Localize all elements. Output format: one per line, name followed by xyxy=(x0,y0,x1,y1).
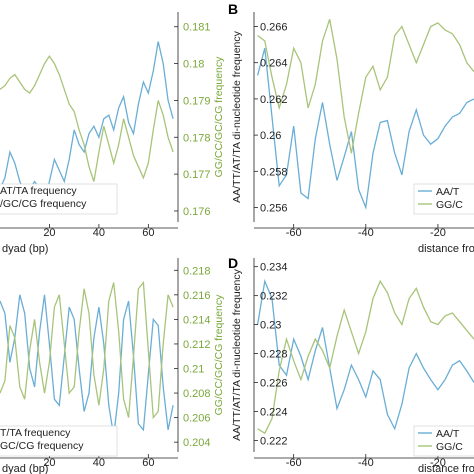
x-axis-label: dyad (bp) xyxy=(2,243,48,255)
legend-box xyxy=(0,183,118,215)
y-right-tick-label: 0.218 xyxy=(183,265,211,277)
series-line-blue xyxy=(0,41,174,207)
y-left-tick-label: 0.262 xyxy=(260,94,288,106)
y-left-tick-label: 0.264 xyxy=(260,58,288,70)
y-right-tick-label: 0.206 xyxy=(183,413,211,425)
x-tick-label: -40 xyxy=(358,457,374,469)
y-right-tick-label: 0.208 xyxy=(183,388,211,400)
y-left-axis-label: AA/TT/AT/TA di-nucleotide frequency xyxy=(231,268,243,441)
y-right-axis-label: GG/CC/GC/CG frequency xyxy=(213,56,225,178)
y-right-tick-label: 0.212 xyxy=(183,339,211,351)
y-right-tick-label: 0.214 xyxy=(183,314,211,326)
x-axis-label: dyad (bp) xyxy=(2,463,48,474)
x-tick-label: -40 xyxy=(358,227,374,239)
panel-label: D xyxy=(228,255,238,271)
panel-C: 20 40 60 dyad (bp) 0.204 0.206 0.208 0.21 0.212 0… xyxy=(0,258,225,474)
y-left-tick-label: 0.256 xyxy=(260,203,288,215)
legend-box xyxy=(413,183,474,215)
series-line-blue xyxy=(256,48,474,211)
y-right-tick-label: 0.204 xyxy=(183,437,211,449)
x-tick-label: -60 xyxy=(286,457,302,469)
y-right-tick-label: 0.176 xyxy=(183,206,211,218)
series-line-green xyxy=(0,55,174,182)
legend-entry: GG/C xyxy=(436,441,463,453)
y-left-tick-label: 0.26 xyxy=(260,130,281,142)
y-left-tick-label: 0.228 xyxy=(260,349,288,361)
legend-box xyxy=(0,425,118,457)
series-line-green xyxy=(257,18,474,154)
x-axis-label: distance fro xyxy=(418,243,474,255)
legend-entry: T/TA frequency xyxy=(0,427,71,439)
y-left-tick-label: 0.23 xyxy=(260,320,281,332)
x-tick-label: 40 xyxy=(93,457,105,469)
panel-label: B xyxy=(228,1,238,17)
panel-A: 20 40 60 dyad (bp) 0.176 0.177 0.178 0.179 0.18 0… xyxy=(0,12,225,255)
legend-box xyxy=(413,425,474,457)
x-tick-label: 40 xyxy=(93,227,105,239)
series-line-blue xyxy=(0,294,174,437)
y-left-tick-label: 0.266 xyxy=(260,21,288,33)
y-right-tick-label: 0.21 xyxy=(183,364,204,376)
y-left-tick-label: 0.234 xyxy=(260,262,288,274)
y-right-axis-label: GG/CC/GC/CG frequency xyxy=(213,294,225,416)
y-left-tick-label: 0.222 xyxy=(260,435,288,447)
y-left-axis-label: AA/TT/AT/TA di-nucleotide frequency xyxy=(231,30,243,203)
x-tick-label: 60 xyxy=(142,457,154,469)
legend-entry: AA/T xyxy=(436,428,460,440)
legend-entry: /GC/CG frequency xyxy=(0,198,87,210)
y-left-tick-label: 0.258 xyxy=(260,166,288,178)
series-line-blue xyxy=(256,278,474,431)
y-left-tick-label: 0.232 xyxy=(260,291,288,303)
panel-B: -60 -40 -20 distance fro 0.256 0.258 0.26 0.262… xyxy=(228,1,474,255)
legend-entry: AT/TA frequency xyxy=(0,185,77,197)
x-tick-label: -20 xyxy=(430,227,446,239)
y-right-tick-label: 0.178 xyxy=(183,132,211,144)
x-tick-label: 20 xyxy=(43,227,55,239)
y-right-tick-label: 0.179 xyxy=(183,95,211,107)
y-right-tick-label: 0.177 xyxy=(183,169,211,181)
series-line-green xyxy=(0,280,174,420)
x-tick-label: 20 xyxy=(43,457,55,469)
legend-entry: AA/T xyxy=(436,186,460,198)
x-tick-label: -20 xyxy=(430,457,446,469)
series-line-green xyxy=(257,279,474,435)
x-axis-label: distance fro xyxy=(418,463,474,474)
y-left-tick-label: 0.226 xyxy=(260,378,288,390)
y-left-tick-label: 0.224 xyxy=(260,406,288,418)
x-tick-label: 60 xyxy=(142,227,154,239)
y-right-tick-label: 0.216 xyxy=(183,290,211,302)
y-right-tick-label: 0.18 xyxy=(183,59,204,71)
legend-entry: GG/C xyxy=(436,199,463,211)
x-tick-label: -60 xyxy=(286,227,302,239)
y-right-tick-label: 0.181 xyxy=(183,22,211,34)
legend-entry: GC/CG frequency xyxy=(0,440,84,452)
